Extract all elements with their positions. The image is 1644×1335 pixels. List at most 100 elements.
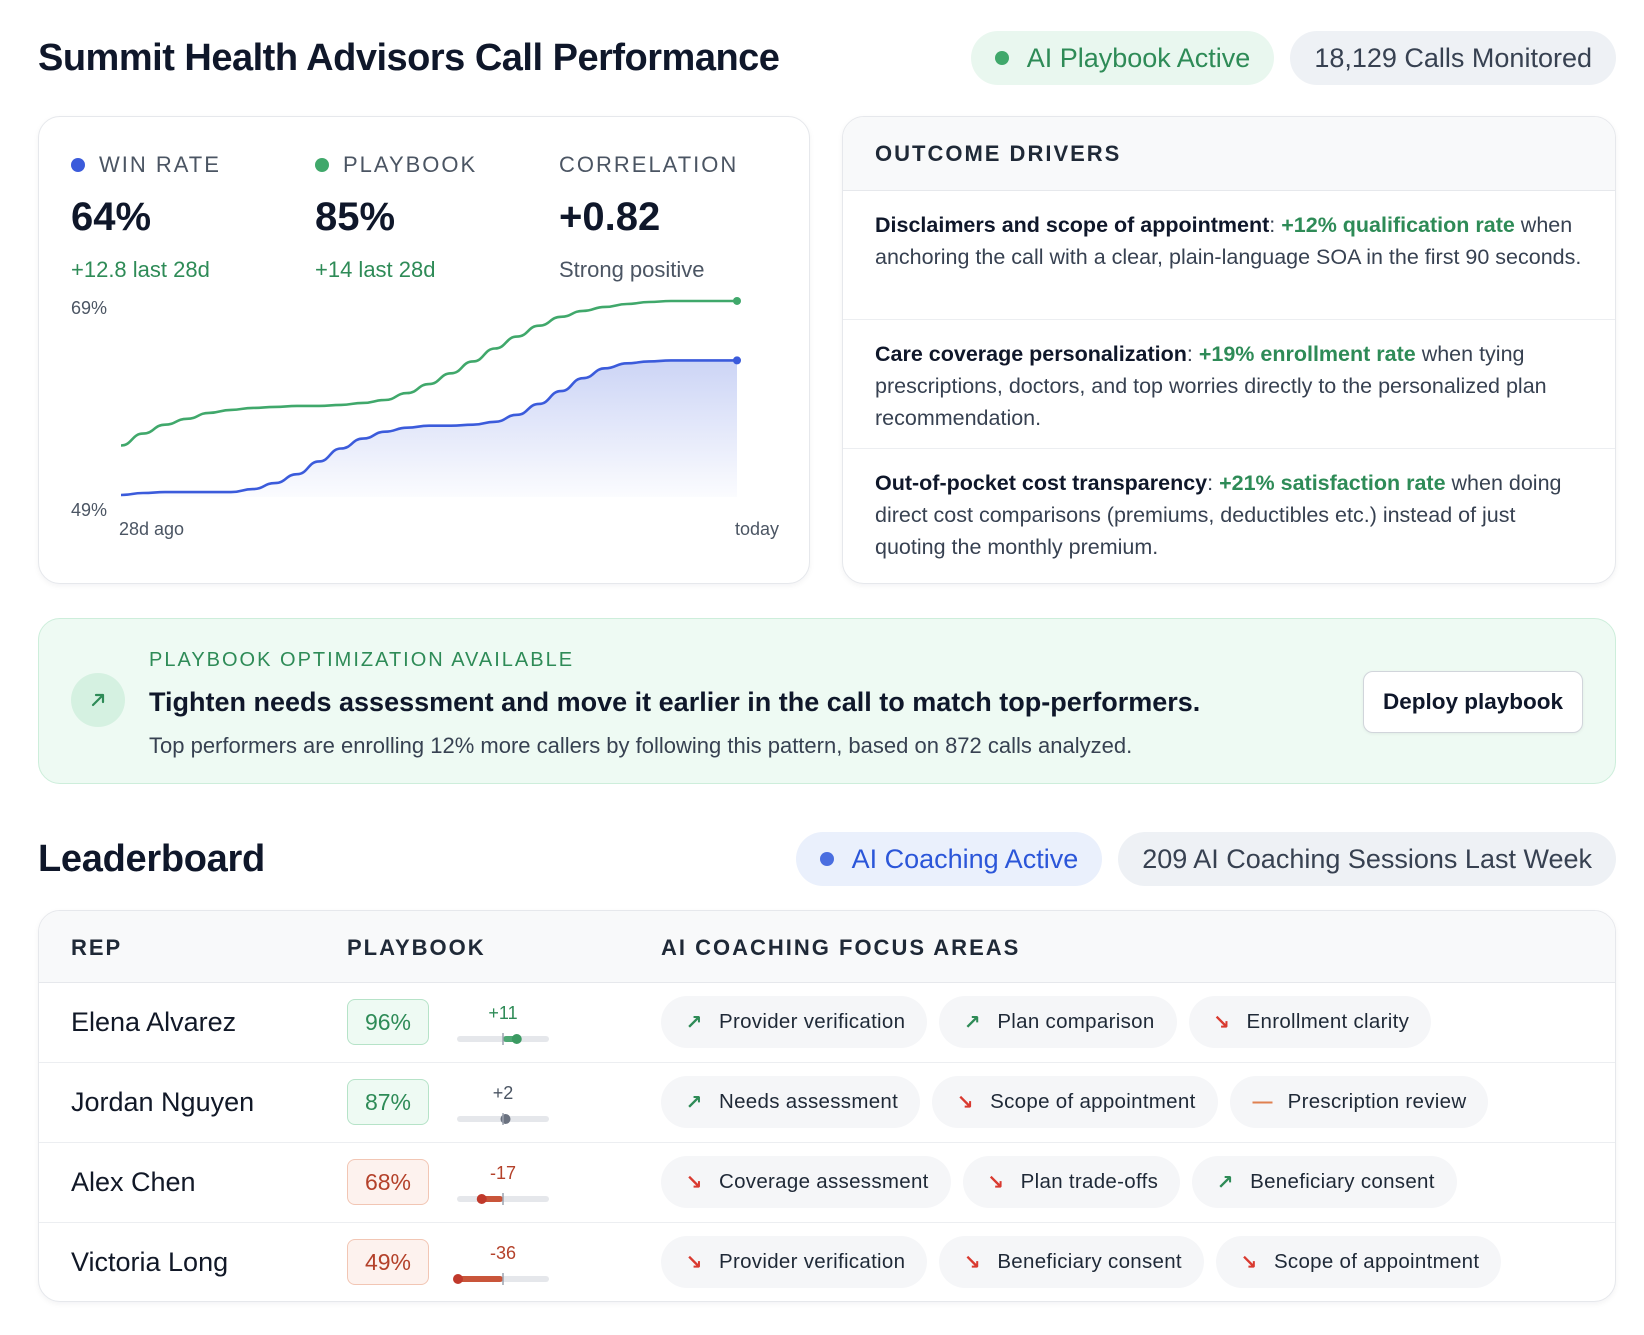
- header-pills: AI Playbook Active 18,129 Calls Monitore…: [970, 31, 1616, 85]
- deploy-playbook-button[interactable]: Deploy playbook: [1363, 671, 1583, 733]
- banner-label: PLAYBOOK OPTIMIZATION AVAILABLE: [149, 649, 575, 671]
- leaderboard-table: REP PLAYBOOK AI COACHING FOCUS AREAS Ele…: [38, 910, 1616, 1302]
- ai-coaching-status-label: AI Coaching Active: [851, 843, 1079, 874]
- column-header-rep[interactable]: REP: [71, 935, 123, 960]
- trend-up-icon: ↗: [685, 1091, 703, 1114]
- focus-area-tag[interactable]: ↘ Beneficiary consent: [939, 1236, 1204, 1288]
- delta-bar-marker: [476, 1194, 487, 1204]
- playbook-delta-bar: +2: [457, 1083, 549, 1125]
- coaching-sessions-badge[interactable]: 209 AI Coaching Sessions Last Week: [1118, 832, 1616, 886]
- rep-name[interactable]: Elena Alvarez: [71, 1007, 237, 1037]
- outcome-drivers-card: OUTCOME DRIVERS Disclaimers and scope of…: [842, 116, 1616, 584]
- driver-stat: +21% satisfaction rate: [1219, 471, 1446, 495]
- playbook-delta-label: -17: [490, 1163, 516, 1183]
- driver-name: Out-of-pocket cost transparency: [875, 471, 1208, 495]
- driver-stat: +12% qualification rate: [1281, 213, 1515, 237]
- playbook-dot-icon: [315, 158, 329, 172]
- calls-monitored-badge[interactable]: 18,129 Calls Monitored: [1290, 31, 1616, 85]
- trend-down-icon: ↘: [956, 1091, 974, 1114]
- kpi-chart-card: WIN RATE 64% +12.8 last 28d PLAYBOOK 85%…: [38, 116, 810, 584]
- page-title: Summit Health Advisors Call Performance: [38, 36, 780, 79]
- rep-name[interactable]: Alex Chen: [71, 1167, 196, 1197]
- focus-area-label: Provider verification: [719, 1250, 906, 1273]
- kpi-value: +0.82: [559, 195, 661, 239]
- trend-down-icon: ↘: [987, 1171, 1005, 1194]
- focus-area-label: Coverage assessment: [719, 1170, 929, 1193]
- playbook-delta-label: -36: [490, 1243, 516, 1263]
- driver-item: Disclaimers and scope of appointment: +1…: [843, 191, 1615, 320]
- rep-name[interactable]: Victoria Long: [71, 1247, 229, 1277]
- focus-area-label: Prescription review: [1287, 1090, 1467, 1113]
- delta-bar-marker: [500, 1114, 511, 1124]
- table-row[interactable]: Alex Chen 68% -17 ↘ Coverage assessment ↘ Plan…: [39, 1143, 1615, 1223]
- y-tick-label-bottom: 49%: [71, 500, 107, 520]
- playbook-delta-label: +11: [488, 1003, 517, 1023]
- focus-area-tag[interactable]: ↗ Provider verification: [661, 996, 928, 1048]
- table-header: REP PLAYBOOK AI COACHING FOCUS AREAS: [39, 911, 1615, 983]
- trend-down-icon: ↘: [685, 1251, 703, 1274]
- playbook-optimization-banner: PLAYBOOK OPTIMIZATION AVAILABLE Tighten …: [38, 618, 1616, 784]
- leaderboard-pills: AI Coaching Active 209 AI Coaching Sessi…: [795, 832, 1616, 886]
- focus-area-tag[interactable]: ↘ Enrollment clarity: [1188, 996, 1432, 1048]
- focus-area-tag[interactable]: ↗ Beneficiary consent: [1192, 1156, 1457, 1208]
- leaderboard-header: Leaderboard AI Coaching Active 209 AI Co…: [38, 832, 1616, 886]
- focus-area-tag[interactable]: — Prescription review: [1229, 1076, 1489, 1128]
- series-endpoint-win_rate: [733, 356, 741, 365]
- focus-area-tags: ↗ Needs assessment ↘ Scope of appointment — P…: [661, 1076, 1489, 1128]
- focus-area-tag[interactable]: ↘ Plan trade-offs: [962, 1156, 1181, 1208]
- focus-area-tag[interactable]: ↘ Scope of appointment: [1215, 1236, 1502, 1288]
- trend-up-icon: ↗: [685, 1011, 703, 1034]
- focus-area-label: Plan trade-offs: [1020, 1170, 1159, 1193]
- trend-up-icon: ↗: [1216, 1171, 1234, 1194]
- ai-playbook-status-badge[interactable]: AI Playbook Active: [970, 31, 1275, 85]
- kpi-value: 64%: [71, 195, 152, 239]
- trend-up-icon: [71, 673, 125, 727]
- x-tick-label-start: 28d ago: [119, 519, 184, 539]
- trend-chart: 69% 49% 28d ago today: [71, 296, 779, 539]
- ai-playbook-status-label: AI Playbook Active: [1026, 42, 1251, 73]
- column-header-playbook[interactable]: PLAYBOOK: [347, 935, 486, 960]
- table-row[interactable]: Victoria Long 49% -36 ↘ Provider verificatio…: [39, 1223, 1615, 1301]
- status-dot-icon: [819, 852, 834, 866]
- kpi-value: 85%: [315, 195, 396, 239]
- focus-area-tag[interactable]: ↘ Scope of appointment: [932, 1076, 1218, 1128]
- kpi-label: PLAYBOOK: [343, 152, 478, 177]
- focus-area-label: Scope of appointment: [1273, 1250, 1480, 1273]
- trend-up-icon: ↗: [963, 1011, 981, 1034]
- driver-item: Care coverage personalization: +19% enro…: [843, 320, 1615, 449]
- focus-area-tags: ↗ Provider verification ↗ Plan comparison ↘ E…: [661, 996, 1432, 1048]
- table-row[interactable]: Elena Alvarez 96% +11 ↗ Provider verificatio…: [39, 983, 1615, 1063]
- driver-text: when tying prescriptions, doctors, and t…: [875, 342, 1547, 430]
- focus-area-tag[interactable]: ↘ Coverage assessment: [661, 1156, 951, 1208]
- kpi-win-rate: WIN RATE 64% +12.8 last 28d: [71, 151, 315, 283]
- focus-area-label: Provider verification: [719, 1010, 906, 1033]
- win-rate-dot-icon: [71, 158, 85, 172]
- focus-area-tag[interactable]: ↘ Provider verification: [661, 1236, 928, 1288]
- focus-area-tag[interactable]: ↗ Needs assessment: [661, 1076, 921, 1128]
- focus-area-label: Beneficiary consent: [1250, 1170, 1435, 1193]
- table-row[interactable]: Jordan Nguyen 87% +2 ↗ Needs assessment ↘ Scop…: [39, 1063, 1615, 1143]
- trend-flat-icon: —: [1252, 1090, 1273, 1113]
- kpi-playbook: PLAYBOOK 85% +14 last 28d: [315, 151, 559, 283]
- calls-monitored-label: 18,129 Calls Monitored: [1314, 42, 1592, 73]
- page-header: Summit Health Advisors Call Performance …: [38, 30, 1616, 86]
- playbook-delta-bar: +11: [457, 1003, 549, 1045]
- driver-text: when doing direct cost comparisons (prem…: [875, 471, 1562, 559]
- driver-name: Care coverage personalization: [875, 342, 1187, 366]
- series-area-win_rate: [121, 360, 737, 497]
- kpi-delta: +14 last 28d: [315, 257, 436, 282]
- playbook-delta-bar: -36: [453, 1243, 549, 1285]
- banner-subtitle: Top performers are enrolling 12% more ca…: [149, 733, 1133, 758]
- focus-area-label: Plan comparison: [997, 1010, 1155, 1033]
- kpi-label: CORRELATION: [559, 152, 739, 177]
- focus-area-label: Scope of appointment: [990, 1090, 1196, 1113]
- kpi-correlation: CORRELATION +0.82 Strong positive: [559, 151, 803, 283]
- focus-area-tag[interactable]: ↗ Plan comparison: [939, 996, 1177, 1048]
- column-header-focus-areas[interactable]: AI COACHING FOCUS AREAS: [661, 935, 1021, 960]
- coaching-sessions-label: 209 AI Coaching Sessions Last Week: [1142, 843, 1592, 874]
- playbook-delta-label: +2: [493, 1083, 514, 1103]
- rep-name[interactable]: Jordan Nguyen: [71, 1087, 255, 1117]
- delta-bar-fill: [458, 1276, 503, 1282]
- kpi-row: WIN RATE 64% +12.8 last 28d PLAYBOOK 85%…: [71, 151, 803, 283]
- ai-coaching-status-badge[interactable]: AI Coaching Active: [795, 832, 1103, 886]
